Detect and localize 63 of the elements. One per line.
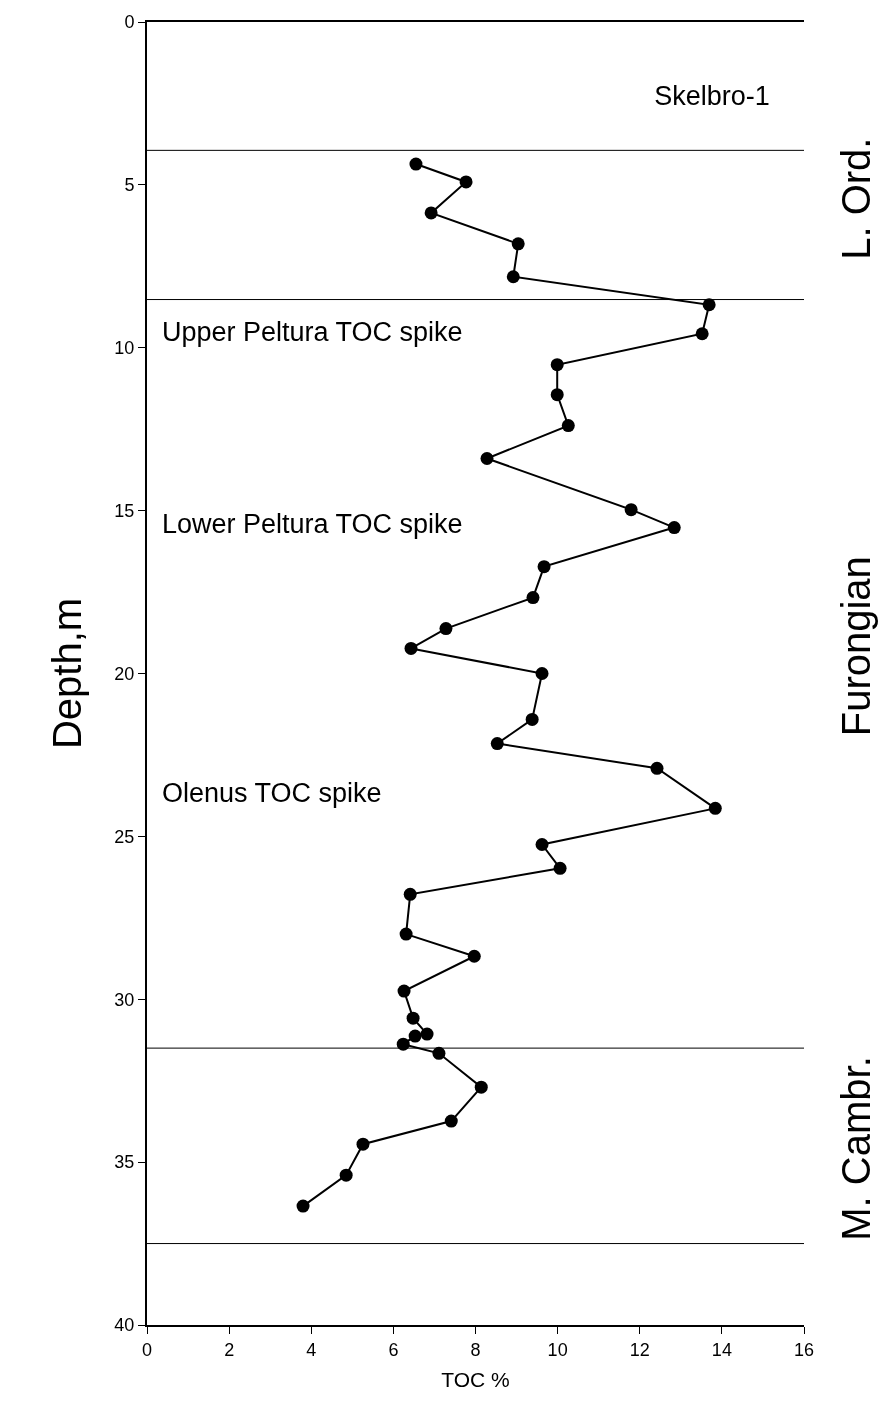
annotation: Upper Peltura TOC spike (162, 317, 463, 347)
y-tick-label: 15 (114, 500, 135, 521)
point (409, 157, 423, 171)
point (561, 419, 575, 433)
point (667, 521, 681, 535)
point (506, 270, 520, 284)
point (490, 737, 504, 751)
point (708, 801, 722, 815)
point (296, 1199, 310, 1213)
y-tick-label: 5 (124, 175, 135, 196)
y-axis-title: Depth,m (45, 597, 90, 750)
point (702, 298, 716, 312)
text: Skelbro-1 (654, 80, 770, 111)
text: Furongian (833, 556, 878, 737)
point (397, 984, 411, 998)
y-tick-label: 35 (114, 1152, 135, 1173)
point (467, 949, 481, 963)
point (459, 175, 473, 189)
point (535, 667, 549, 680)
point (550, 358, 564, 372)
y-tick-label: 30 (114, 989, 135, 1010)
text: M. Cambr. (834, 1056, 879, 1241)
point (550, 388, 564, 402)
point (444, 1114, 458, 1128)
point (650, 761, 664, 775)
x-tick-label: 6 (388, 1339, 399, 1360)
point (553, 861, 567, 875)
point (526, 591, 540, 605)
point (695, 327, 709, 341)
point (511, 237, 525, 251)
y-tick-label: 10 (114, 338, 135, 359)
y-tick-label: 25 (114, 826, 135, 847)
x-tick-label: 4 (306, 1339, 317, 1360)
point (408, 1029, 422, 1043)
annotation: Olenus TOC spike (162, 778, 382, 808)
x-tick-label: 16 (793, 1339, 815, 1360)
point (404, 641, 418, 655)
annotation: Lower Peltura TOC spike (162, 509, 463, 539)
point (406, 1011, 420, 1025)
point (537, 560, 551, 574)
point (403, 887, 417, 901)
point (480, 452, 494, 465)
point (339, 1168, 353, 1182)
point (439, 622, 453, 636)
point (424, 206, 438, 220)
point (624, 503, 638, 517)
x-tick-label: 10 (547, 1339, 568, 1360)
y-tick-label: 0 (124, 12, 135, 33)
x-tick-label: 2 (224, 1339, 235, 1360)
point (535, 838, 549, 852)
text: L. Ord. (834, 137, 879, 260)
point (356, 1137, 370, 1151)
point (420, 1027, 434, 1041)
y-tick-label: 40 (114, 1315, 135, 1336)
x-tick-label: 0 (141, 1339, 153, 1360)
y-tick-label: 20 (114, 663, 135, 684)
x-tick-label: 14 (711, 1339, 732, 1360)
x-tick-label: 12 (629, 1339, 650, 1360)
point (474, 1080, 488, 1094)
x-axis-title: TOC % (441, 1368, 510, 1392)
point (399, 927, 413, 941)
point (525, 712, 539, 726)
x-tick-label: 8 (470, 1339, 481, 1360)
